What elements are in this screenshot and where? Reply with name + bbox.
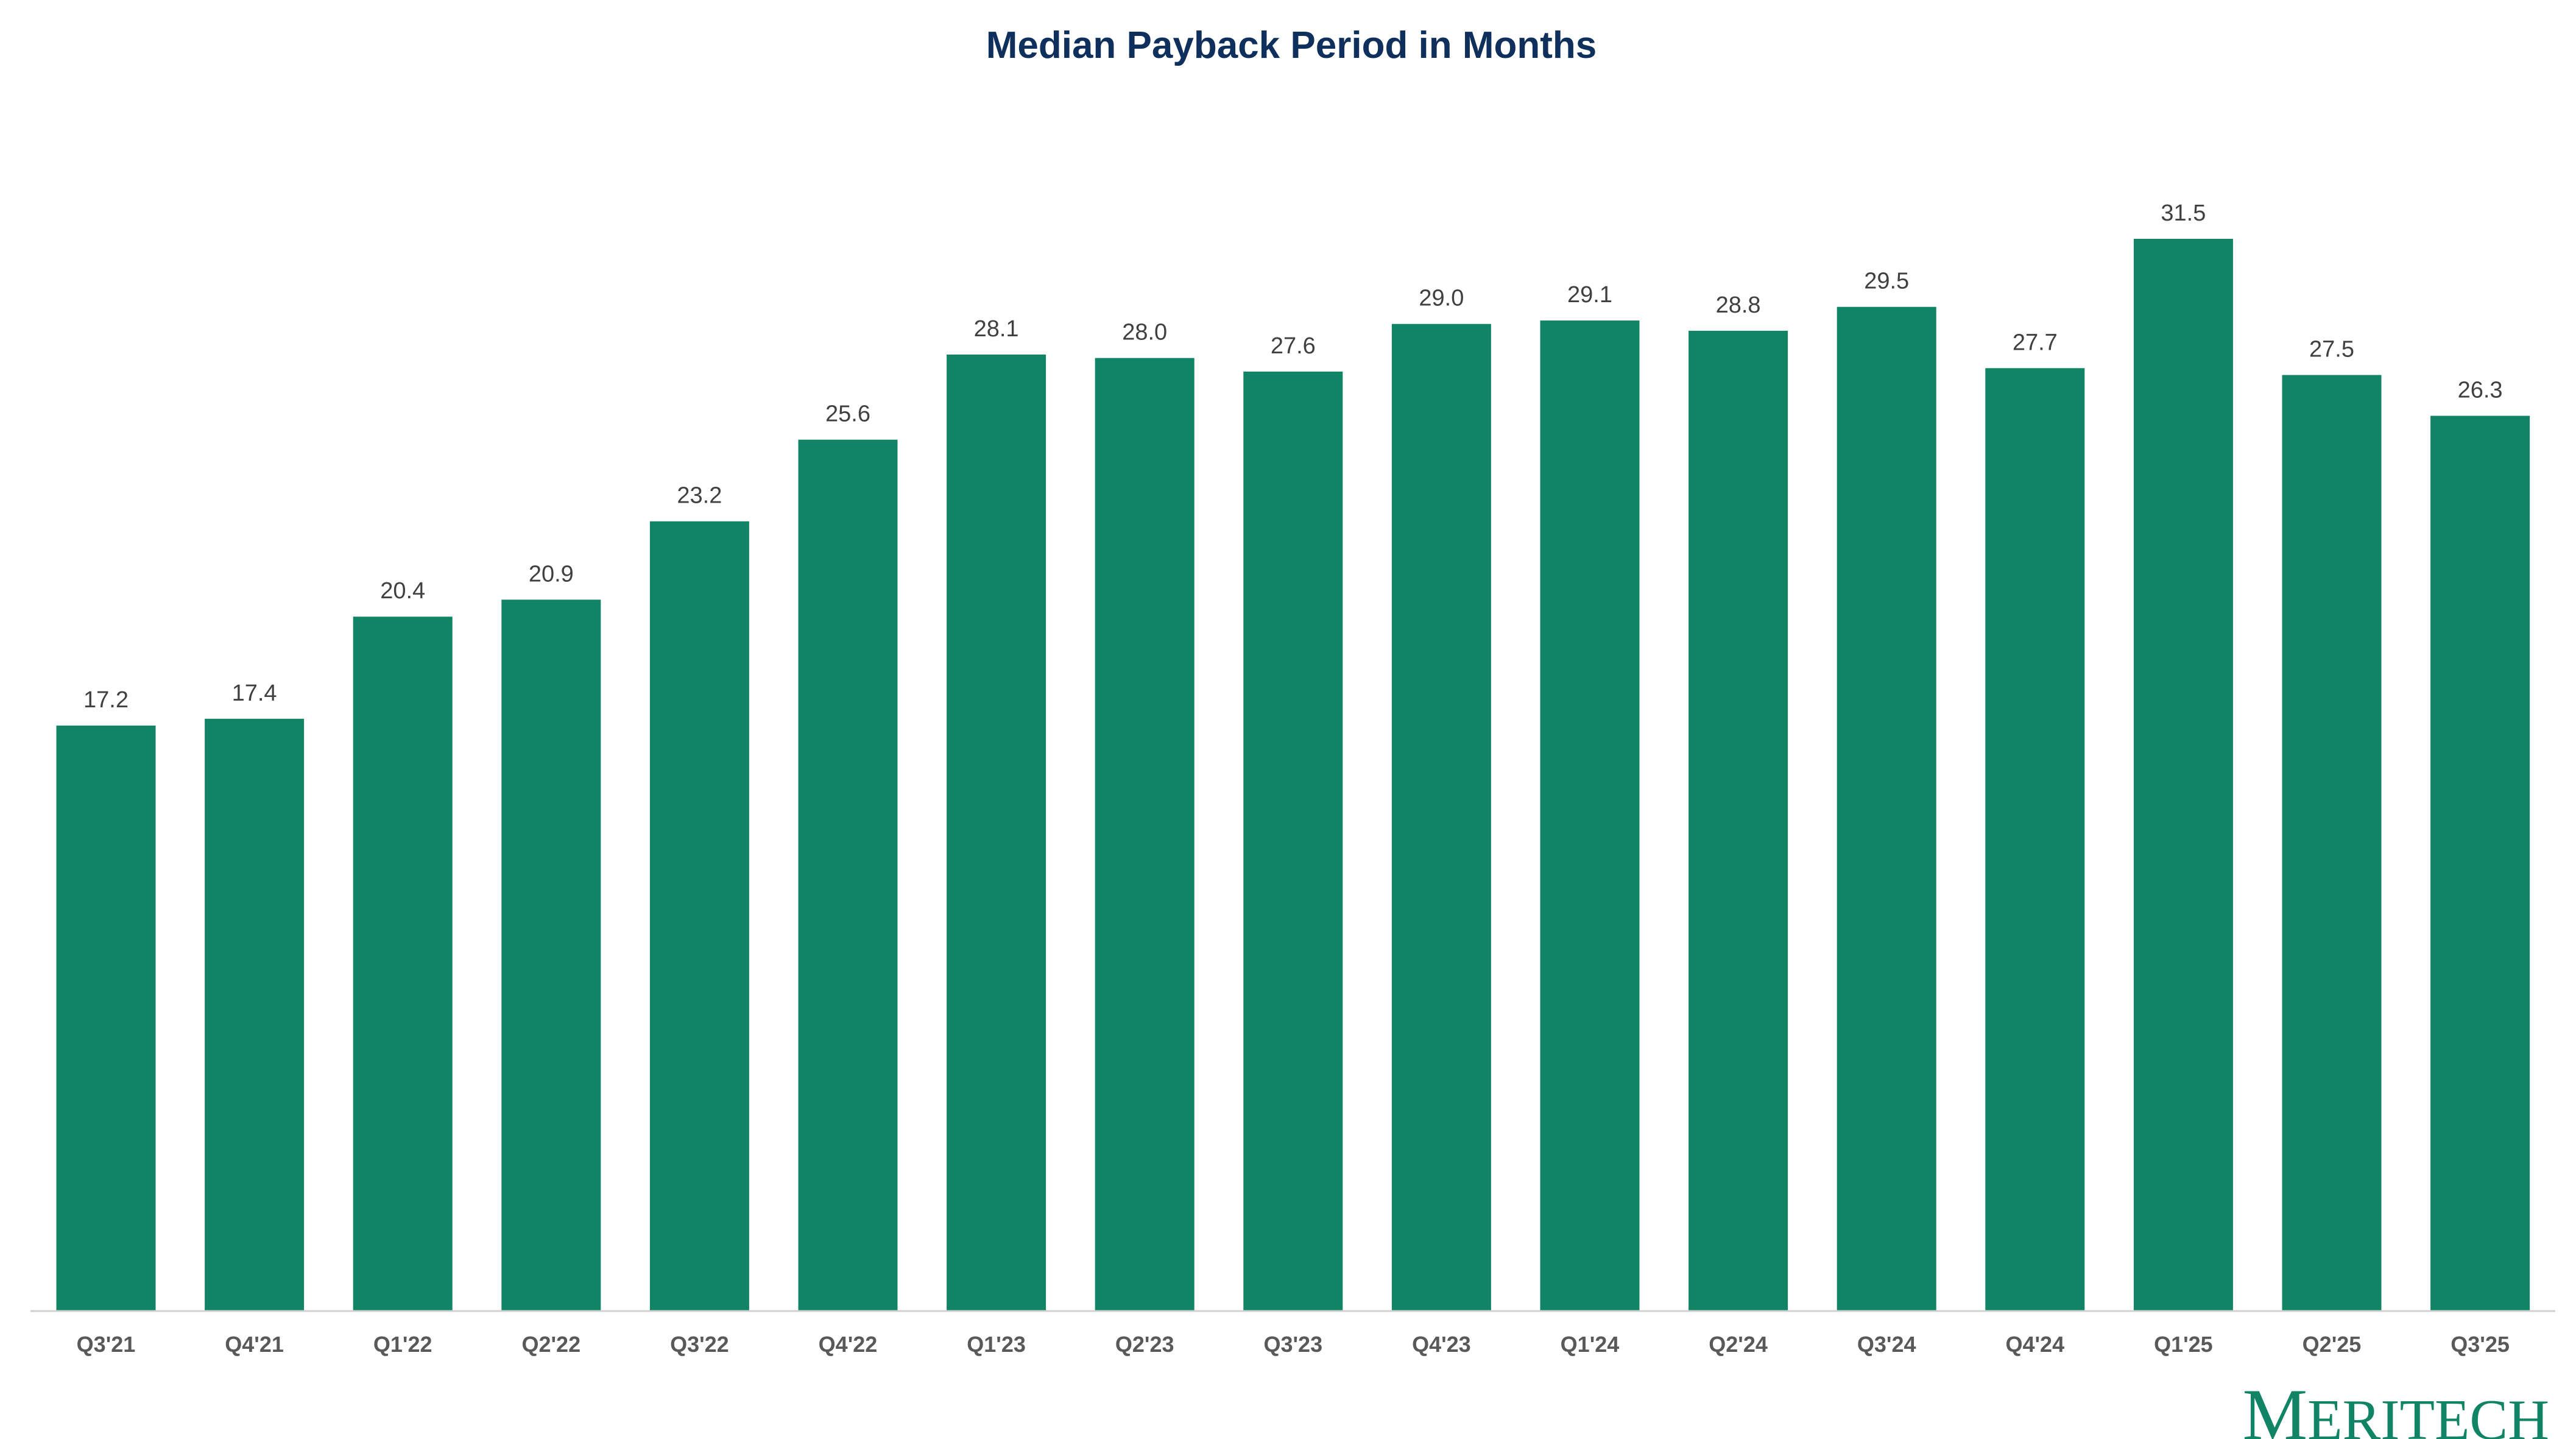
bar [1985,368,2085,1311]
bar [1243,371,1343,1311]
x-tick-label: Q4'24 [2005,1332,2064,1357]
data-label: 29.1 [1567,282,1612,308]
bar [205,718,305,1311]
bar [2133,239,2233,1311]
data-label: 27.7 [2013,330,2058,355]
x-tick-label: Q1'24 [1561,1332,1620,1357]
data-label: 29.5 [1864,269,1909,294]
bar [1837,306,1936,1312]
data-label: 17.4 [232,681,277,706]
x-tick-label: Q3'25 [2451,1332,2510,1357]
x-tick-label: Q2'25 [2303,1332,2362,1357]
value-labels-group: 17.2 17.4 20.4 20.9 23.2 25.6 28.1 28.0 27.6 29.0… [83,200,2503,713]
x-tick-label: Q2'24 [1709,1332,1768,1357]
bar [649,521,749,1312]
bar [1540,320,1640,1311]
bar [1391,324,1491,1312]
data-label: 31.5 [2161,200,2206,226]
data-label: 28.0 [1122,320,1167,345]
data-label: 27.5 [2309,337,2354,362]
data-label: 27.6 [1271,333,1316,359]
x-tick-label: Q1'22 [373,1332,432,1357]
data-label: 23.2 [677,483,722,509]
x-tick-label: Q1'23 [967,1332,1026,1357]
bar [2430,415,2530,1311]
x-tick-label: Q4'22 [819,1332,878,1357]
x-tick-labels-group: Q3'21 Q4'21 Q1'22 Q2'22 Q3'22 Q4'22 Q1'23 Q2'23… [77,1332,2510,1357]
meritech-logo: MERITECH [2242,1374,2549,1439]
chart-title: Median Payback Period in Months [986,24,1597,66]
data-label: 26.3 [2458,378,2503,403]
bar [798,439,898,1312]
data-label: 20.4 [380,578,425,604]
bar [501,599,601,1311]
data-label: 17.2 [83,687,129,713]
x-tick-label: Q2'23 [1115,1332,1174,1357]
x-tick-label: Q3'22 [670,1332,729,1357]
bars-group [56,239,2530,1312]
x-tick-label: Q1'25 [2154,1332,2213,1357]
bar [1095,358,1194,1311]
bar [2282,375,2382,1311]
bar [1689,330,1788,1311]
x-tick-label: Q2'22 [521,1332,580,1357]
data-label: 28.1 [974,316,1019,342]
x-tick-label: Q3'23 [1263,1332,1322,1357]
data-label: 28.8 [1716,292,1761,318]
x-tick-label: Q4'21 [225,1332,284,1357]
bar [353,617,453,1312]
x-tick-label: Q4'23 [1412,1332,1471,1357]
x-tick-label: Q3'21 [77,1332,136,1357]
data-label: 25.6 [825,401,870,427]
data-label: 29.0 [1419,286,1464,311]
data-label: 20.9 [529,561,574,587]
bar [947,355,1046,1311]
x-tick-label: Q3'24 [1857,1332,1916,1357]
bar [56,726,156,1311]
